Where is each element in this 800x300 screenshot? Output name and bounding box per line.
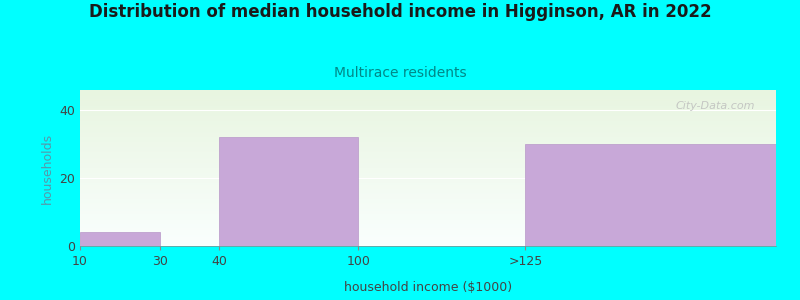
- Bar: [80, 232, 159, 246]
- Text: Multirace residents: Multirace residents: [334, 66, 466, 80]
- Bar: [526, 144, 776, 246]
- Text: household income ($1000): household income ($1000): [344, 281, 512, 294]
- Text: City-Data.com: City-Data.com: [676, 101, 755, 111]
- Y-axis label: households: households: [41, 132, 54, 204]
- Bar: [219, 137, 358, 246]
- Text: Distribution of median household income in Higginson, AR in 2022: Distribution of median household income …: [89, 3, 711, 21]
